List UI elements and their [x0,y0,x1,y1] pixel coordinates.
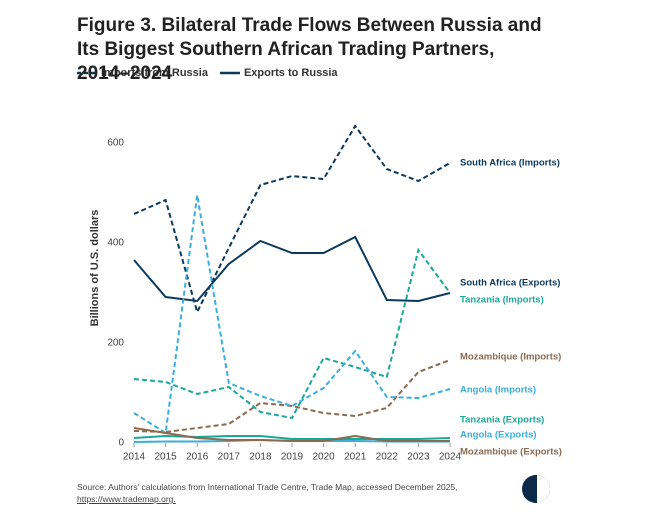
x-tick-label: 2024 [439,452,462,463]
series-line [133,247,451,420]
x-tick-label: 2016 [186,452,209,463]
series-label: Angola (Exports) [460,430,537,441]
x-tick-label: 2023 [407,452,430,463]
x-tick-label: 2014 [123,452,146,463]
series-line [133,235,451,303]
series-label: Angola (Imports) [460,385,536,396]
series-label: Tanzania (Imports) [460,295,544,306]
x-tick-label: 2019 [281,452,304,463]
source: Source: Authors' calculations from Inter… [77,481,497,505]
series-label: Mozambique (Imports) [460,352,561,363]
source-text: Source: Authors' calculations from Inter… [77,482,458,492]
y-tick-label: 200 [107,338,124,349]
x-tick-label: 2015 [154,452,177,463]
series-line [133,427,450,442]
legend-label: Imports from Russia [101,67,209,79]
x-tick-label: 2022 [376,452,399,463]
y-axis-label: Billions of U.S. dollars [89,210,101,327]
y-tick-label: 0 [118,438,124,449]
series-label: South Africa (Exports) [460,278,560,289]
series-label: Mozambique (Exports) [460,447,562,458]
logo [522,475,550,503]
y-tick-label: 400 [107,238,124,249]
x-tick-label: 2018 [249,452,272,463]
chart-title: Figure 3. Bilateral Trade Flows Between … [77,15,542,84]
x-tick-label: 2020 [312,452,335,463]
y-tick-label: 600 [107,138,124,149]
x-tick-label: 2021 [344,452,367,463]
series-label: South Africa (Imports) [460,158,560,169]
series-label: Tanzania (Exports) [460,415,544,426]
x-tick-label: 2017 [218,452,241,463]
series-line [133,359,451,434]
source-link[interactable]: https://www.trademap.org. [77,494,176,504]
series-line [133,124,451,315]
legend-label: Exports to Russia [244,67,338,79]
